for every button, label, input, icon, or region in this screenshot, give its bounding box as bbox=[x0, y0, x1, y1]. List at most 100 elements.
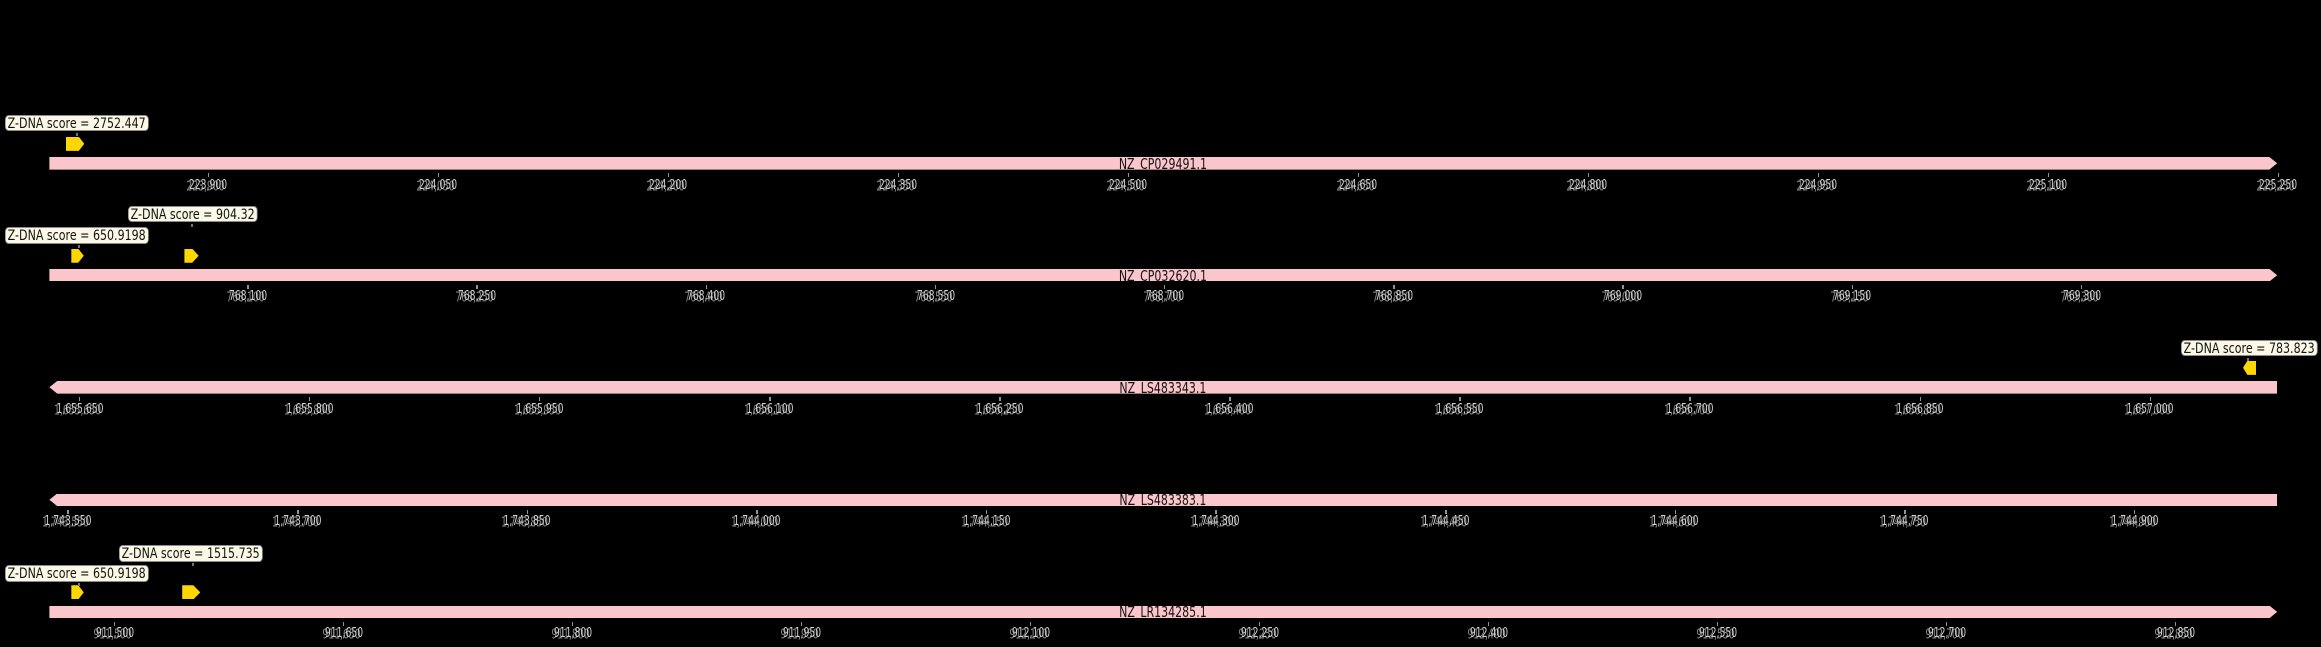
tick-label: 768,400 bbox=[687, 289, 726, 305]
tick-label: 1,743,850 bbox=[503, 514, 551, 529]
feature-score-label: Z-DNA score = 650.9198 bbox=[5, 564, 149, 582]
tick-mark bbox=[297, 509, 299, 514]
tick-mark bbox=[1258, 621, 1261, 627]
tick-label: 1,655,650 bbox=[56, 401, 103, 417]
tick-label: 911,800 bbox=[553, 626, 592, 642]
tick-mark bbox=[1817, 173, 1820, 178]
tick-label: 1,656,700 bbox=[1666, 401, 1714, 417]
sequence-bar bbox=[49, 493, 2278, 507]
tick-label: 768,250 bbox=[458, 289, 497, 305]
tick-mark bbox=[113, 621, 116, 627]
tick-mark bbox=[2133, 509, 2136, 514]
tick-label: 912,700 bbox=[1927, 626, 1966, 642]
tick-mark bbox=[897, 173, 900, 178]
tick-mark bbox=[571, 621, 574, 627]
feature-arrow bbox=[184, 248, 199, 263]
tick-mark bbox=[1229, 397, 1231, 402]
feature-score-label: Z-DNA score = 650.9198 bbox=[5, 227, 149, 245]
tick-mark bbox=[985, 509, 988, 514]
tick-label: 1,744,150 bbox=[963, 514, 1011, 529]
feature-score-label: Z-DNA score = 1515.735 bbox=[119, 545, 263, 562]
tick-mark bbox=[2047, 173, 2050, 178]
tick-mark bbox=[1127, 173, 1130, 178]
tick-mark bbox=[1393, 285, 1395, 290]
tick-label: 768,550 bbox=[916, 289, 955, 305]
tick-mark bbox=[1716, 621, 1719, 627]
tick-mark bbox=[999, 397, 1001, 402]
tick-label: 769,000 bbox=[1604, 289, 1643, 305]
tick-label: 1,656,100 bbox=[746, 401, 794, 417]
tick-label: 911,650 bbox=[324, 626, 363, 642]
annotation-stub bbox=[192, 563, 195, 567]
feature-arrow bbox=[66, 136, 85, 151]
tick-mark bbox=[2149, 397, 2152, 402]
tick-mark bbox=[1357, 173, 1360, 178]
tick-label: 911,950 bbox=[782, 626, 821, 642]
tick-label: 224,800 bbox=[1569, 177, 1608, 193]
tick-label: 224,500 bbox=[1109, 177, 1148, 193]
tick-label: 1,744,900 bbox=[2111, 514, 2159, 529]
tick-label: 224,200 bbox=[649, 177, 688, 193]
tick-label: 911,500 bbox=[95, 626, 134, 642]
tick-mark bbox=[67, 509, 69, 514]
tick-mark bbox=[342, 621, 345, 627]
sequence-name-label: NZ_LS483383.1 bbox=[1119, 491, 1207, 510]
tick-mark bbox=[1029, 621, 1032, 627]
feature-arrow bbox=[71, 585, 84, 600]
tick-mark bbox=[1689, 397, 1691, 402]
tick-mark bbox=[1215, 509, 1217, 514]
tick-label: 225,250 bbox=[2259, 177, 2298, 193]
feature-arrow bbox=[71, 248, 84, 263]
tick-label: 1,655,800 bbox=[286, 401, 334, 417]
tick-mark bbox=[247, 285, 249, 290]
tick-label: 1,656,550 bbox=[1436, 401, 1484, 417]
annotation-stub bbox=[2247, 357, 2250, 361]
tick-mark bbox=[769, 397, 771, 402]
feature-score-label: Z-DNA score = 783.823 bbox=[2181, 339, 2318, 357]
tick-mark bbox=[207, 173, 210, 178]
tick-mark bbox=[1904, 509, 1906, 514]
feature-arrow bbox=[182, 585, 201, 600]
tick-mark bbox=[1674, 509, 1677, 514]
tick-mark bbox=[1445, 509, 1447, 514]
tick-label: 224,350 bbox=[879, 177, 918, 193]
tick-label: 912,850 bbox=[2156, 626, 2195, 642]
tick-mark bbox=[2174, 621, 2177, 627]
tick-label: 1,657,000 bbox=[2126, 401, 2174, 417]
tick-label: 912,100 bbox=[1011, 626, 1050, 642]
sequence-name-label: NZ_CP029491.1 bbox=[1119, 154, 1208, 173]
tick-mark bbox=[78, 397, 81, 402]
tick-label: 1,655,950 bbox=[516, 401, 564, 417]
tick-mark bbox=[1163, 285, 1166, 290]
tick-label: 224,650 bbox=[1339, 177, 1378, 193]
annotation-stub bbox=[77, 582, 80, 586]
tick-label: 912,550 bbox=[1698, 626, 1737, 642]
sequence-name-label: NZ_LS483343.1 bbox=[1119, 378, 1207, 397]
tick-mark bbox=[667, 173, 670, 178]
tick-label: 224,950 bbox=[1799, 177, 1838, 193]
tick-mark bbox=[756, 509, 758, 514]
sequence-bar bbox=[49, 157, 2278, 170]
tick-label: 912,400 bbox=[1469, 626, 1508, 642]
tick-label: 768,850 bbox=[1374, 289, 1413, 305]
tick-mark bbox=[705, 285, 707, 290]
tick-mark bbox=[2080, 285, 2083, 290]
tick-mark bbox=[2277, 173, 2280, 178]
tick-label: 1,744,750 bbox=[1881, 514, 1929, 529]
annotation-stub bbox=[77, 245, 80, 249]
tick-mark bbox=[526, 509, 529, 514]
tick-label: 769,150 bbox=[1833, 289, 1872, 305]
sequence-bar bbox=[49, 381, 2278, 394]
tick-mark bbox=[437, 173, 440, 178]
tick-label: 225,100 bbox=[2029, 177, 2068, 193]
tick-mark bbox=[1487, 621, 1490, 627]
tick-mark bbox=[308, 397, 311, 402]
tick-label: 1,743,550 bbox=[44, 514, 92, 529]
feature-score-label: Z-DNA score = 904.32 bbox=[128, 205, 258, 223]
annotation-stub bbox=[75, 132, 78, 136]
sequence-bar bbox=[49, 268, 2278, 282]
tick-label: 1,656,400 bbox=[1206, 401, 1254, 417]
feature-score-label: Z-DNA score = 2752.447 bbox=[5, 114, 149, 132]
tick-label: 1,744,450 bbox=[1422, 514, 1470, 529]
